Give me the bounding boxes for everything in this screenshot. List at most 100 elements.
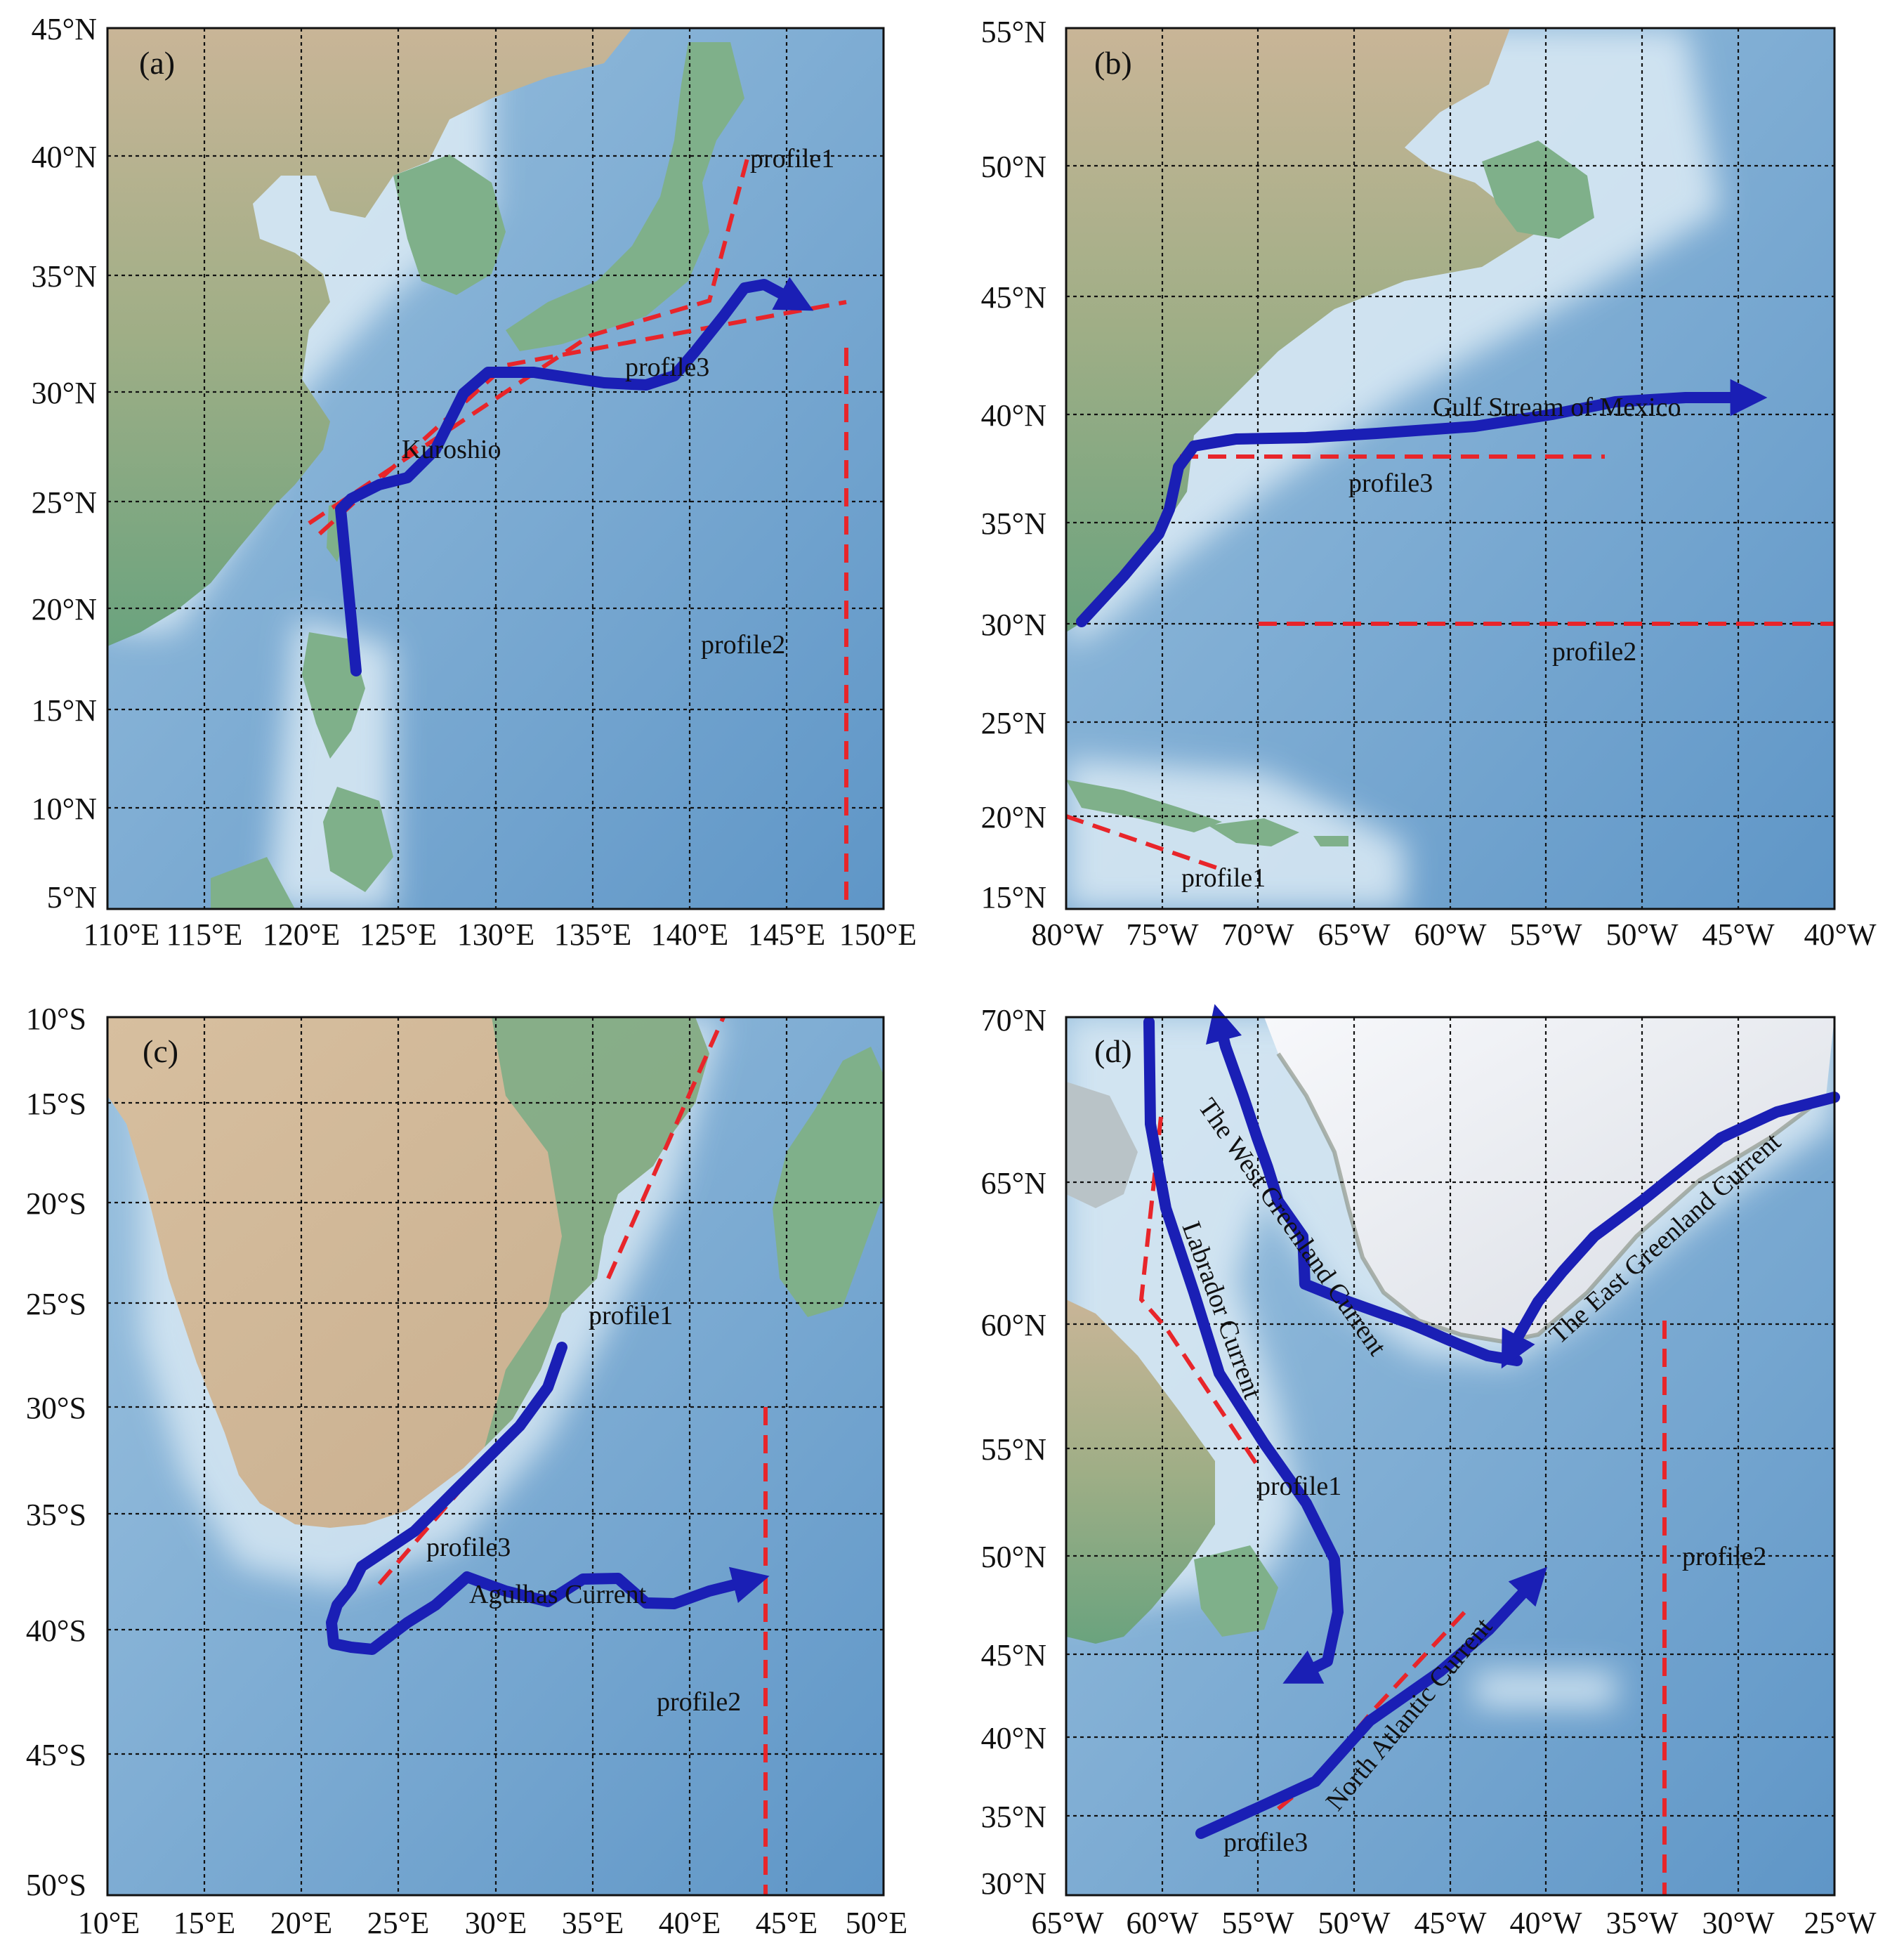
lat-tick: 40°N <box>981 398 1046 433</box>
lat-tick: 45°S <box>26 1738 86 1772</box>
lon-tick: 60°W <box>1126 1906 1199 1940</box>
lat-tick-labels: 10°S 15°S 20°S 25°S 30°S 35°S 40°S 45°S … <box>26 1002 86 1902</box>
agulhas-current <box>326 1342 770 1655</box>
land-philippines <box>302 632 393 892</box>
lat-tick: 20°S <box>26 1186 86 1221</box>
panel-label: (a) <box>139 45 175 81</box>
lat-tick: 35°N <box>981 1800 1046 1834</box>
lon-tick: 55°W <box>1221 1906 1294 1940</box>
lat-tick: 15°S <box>26 1087 86 1121</box>
lon-tick: 130°E <box>457 917 534 952</box>
lat-tick: 30°N <box>32 376 97 410</box>
label-gulf-stream: Gulf Stream of Mexico <box>1433 393 1681 422</box>
lat-tick: 25°N <box>32 485 97 520</box>
lat-tick: 35°S <box>26 1498 86 1532</box>
lon-tick: 45°W <box>1702 917 1775 952</box>
lon-tick: 25°E <box>367 1906 429 1940</box>
land-japan <box>506 42 744 351</box>
panel-a-text-labels: profile1 profile3 Kuroshio profile2 <box>402 144 834 660</box>
lat-tick: 50°S <box>26 1868 86 1902</box>
graticule <box>1066 1017 1834 1895</box>
lon-tick: 120°E <box>263 917 340 952</box>
land-labrador <box>1066 1300 1215 1644</box>
lat-tick: 30°S <box>26 1391 86 1425</box>
panel-label: (b) <box>1094 45 1132 81</box>
panel-frame <box>106 27 885 910</box>
lat-tick: 5°N <box>47 880 97 915</box>
lon-tick: 50°W <box>1606 917 1679 952</box>
lat-tick: 10°S <box>26 1002 86 1036</box>
panel-c-text-labels: profile1 profile3 Agulhas Current profil… <box>426 1301 741 1717</box>
label-profile3: profile3 <box>1223 1828 1308 1857</box>
lat-tick: 40°N <box>32 140 97 174</box>
lon-tick: 65°W <box>1031 1906 1104 1940</box>
profile3-line <box>317 300 847 536</box>
lon-tick: 40°W <box>1804 917 1877 952</box>
lat-tick: 15°N <box>981 880 1046 915</box>
label-profile2: profile2 <box>1552 637 1636 667</box>
lon-tick: 15°E <box>173 1906 235 1940</box>
lon-tick: 40°E <box>659 1906 721 1940</box>
panel-d-north-atlantic-map: (d) The West Greenland Current Labrador … <box>981 1003 1877 1940</box>
lat-tick: 60°N <box>981 1308 1046 1342</box>
land-north-america <box>1066 28 1538 632</box>
graticule <box>107 28 884 909</box>
lon-tick-labels: 110°E 115°E 120°E 125°E 130°E 135°E 140°… <box>84 917 917 952</box>
lat-tick: 45°N <box>981 280 1046 315</box>
land-east-asia <box>107 28 632 646</box>
lat-tick-labels: 55°N 50°N 45°N 40°N 35°N 30°N 25°N 20°N … <box>981 15 1046 915</box>
label-profile2: profile2 <box>701 630 785 660</box>
label-agulhas-current: Agulhas Current <box>469 1580 647 1609</box>
lat-tick: 10°N <box>32 792 97 826</box>
panel-b-gulf-stream-map: (b) Gulf Stream of Mexico profile3 profi… <box>981 15 1877 952</box>
land-greenland <box>1264 1017 1834 1342</box>
lat-tick: 15°N <box>32 693 97 728</box>
lat-tick: 30°N <box>981 608 1046 642</box>
land-madagascar <box>773 1047 884 1317</box>
lat-tick: 25°N <box>981 706 1046 740</box>
panel-c-agulhas-map: (c) profile1 profile3 Agulhas Current pr… <box>26 1002 907 1940</box>
lon-tick: 50°E <box>846 1906 907 1940</box>
lat-tick: 50°N <box>981 1540 1046 1574</box>
land-green-east-africa <box>485 1017 709 1447</box>
lon-tick: 140°E <box>651 917 728 952</box>
label-profile3: profile3 <box>1348 469 1433 498</box>
lat-tick-labels: 45°N 40°N 35°N 30°N 25°N 20°N 15°N 10°N … <box>32 12 97 915</box>
lon-tick: 45°W <box>1414 1906 1487 1940</box>
lat-tick: 30°N <box>981 1866 1046 1901</box>
gulf-stream-current <box>1076 379 1768 627</box>
lon-tick: 20°E <box>270 1906 332 1940</box>
lon-tick-labels: 80°W 75°W 70°W 65°W 60°W 55°W 50°W 45°W … <box>1031 917 1877 952</box>
currents <box>1143 1004 1840 1839</box>
land-baffin-island <box>1066 1082 1138 1208</box>
label-profile2: profile2 <box>1682 1542 1766 1571</box>
lon-tick: 35°E <box>562 1906 624 1940</box>
kuroshio-current <box>335 277 814 676</box>
lon-tick: 70°W <box>1221 917 1294 952</box>
land-borneo <box>211 857 295 909</box>
label-profile1: profile1 <box>750 144 834 174</box>
lat-tick: 35°N <box>32 259 97 294</box>
lon-tick: 10°E <box>78 1906 140 1940</box>
land-greenland-coast <box>1276 1052 1827 1344</box>
lon-tick: 40°W <box>1509 1906 1582 1940</box>
lon-tick: 65°W <box>1318 917 1391 952</box>
land-korea <box>393 155 506 295</box>
lat-tick: 50°N <box>981 150 1046 184</box>
panel-frame <box>1065 1016 1836 1897</box>
lon-tick: 75°W <box>1126 917 1199 952</box>
lat-tick: 45°N <box>32 12 97 46</box>
lat-tick: 70°N <box>981 1003 1046 1038</box>
profile1-line <box>1138 1116 1261 1470</box>
lat-tick: 25°S <box>26 1287 86 1321</box>
lon-tick: 55°W <box>1509 917 1582 952</box>
panel-a-kuroshio-map: (a) profile1 profile3 Kuroshio profile2 … <box>32 12 917 952</box>
graticule <box>1066 28 1834 909</box>
lon-tick-labels: 10°E 15°E 20°E 25°E 30°E 35°E 40°E 45°E … <box>78 1906 907 1940</box>
lat-tick: 55°N <box>981 1432 1046 1467</box>
labrador-current <box>1143 1016 1344 1684</box>
profile1-line <box>606 1017 726 1280</box>
lat-tick: 65°N <box>981 1166 1046 1200</box>
lon-tick: 30°E <box>465 1906 527 1940</box>
